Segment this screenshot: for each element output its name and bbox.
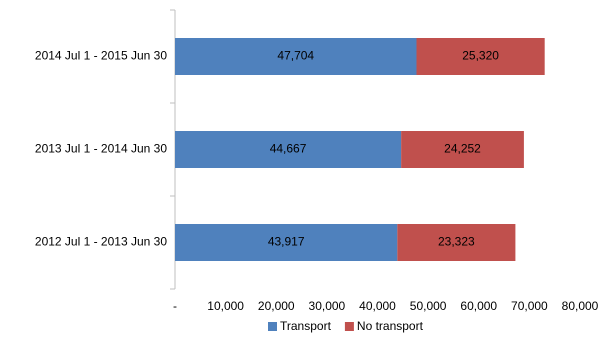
y-tick-label: 2013 Jul 1 - 2014 Jun 30 [35,142,167,156]
data-label: 43,917 [268,235,305,249]
bar-segment [175,131,402,168]
data-label: 23,323 [438,235,475,249]
bar-segment [397,224,516,261]
legend-swatch [268,322,277,331]
x-tick-label: 20,000 [258,299,295,313]
data-label: 44,667 [270,142,307,156]
data-label: 24,252 [444,142,481,156]
x-tick-label: 60,000 [460,299,497,313]
x-tick-label: 40,000 [359,299,396,313]
x-tick-label: 80,000 [562,299,599,313]
y-tick-label: 2014 Jul 1 - 2015 Jun 30 [35,49,167,63]
legend-label: Transport [280,319,332,333]
y-tick-label: 2012 Jul 1 - 2013 Jun 30 [35,235,167,249]
bar-segment [401,131,524,168]
bar-segment [175,224,398,261]
x-tick-label: - [173,299,177,313]
bar-segment [416,38,545,75]
data-label: 25,320 [462,49,499,63]
data-label: 47,704 [277,49,314,63]
x-tick-label: 70,000 [511,299,548,313]
x-tick-label: 10,000 [207,299,244,313]
legend-swatch [344,322,354,331]
x-tick-label: 50,000 [410,299,447,313]
legend-label: No transport [357,319,424,333]
bar-segment [175,38,417,75]
x-tick-label: 30,000 [309,299,346,313]
